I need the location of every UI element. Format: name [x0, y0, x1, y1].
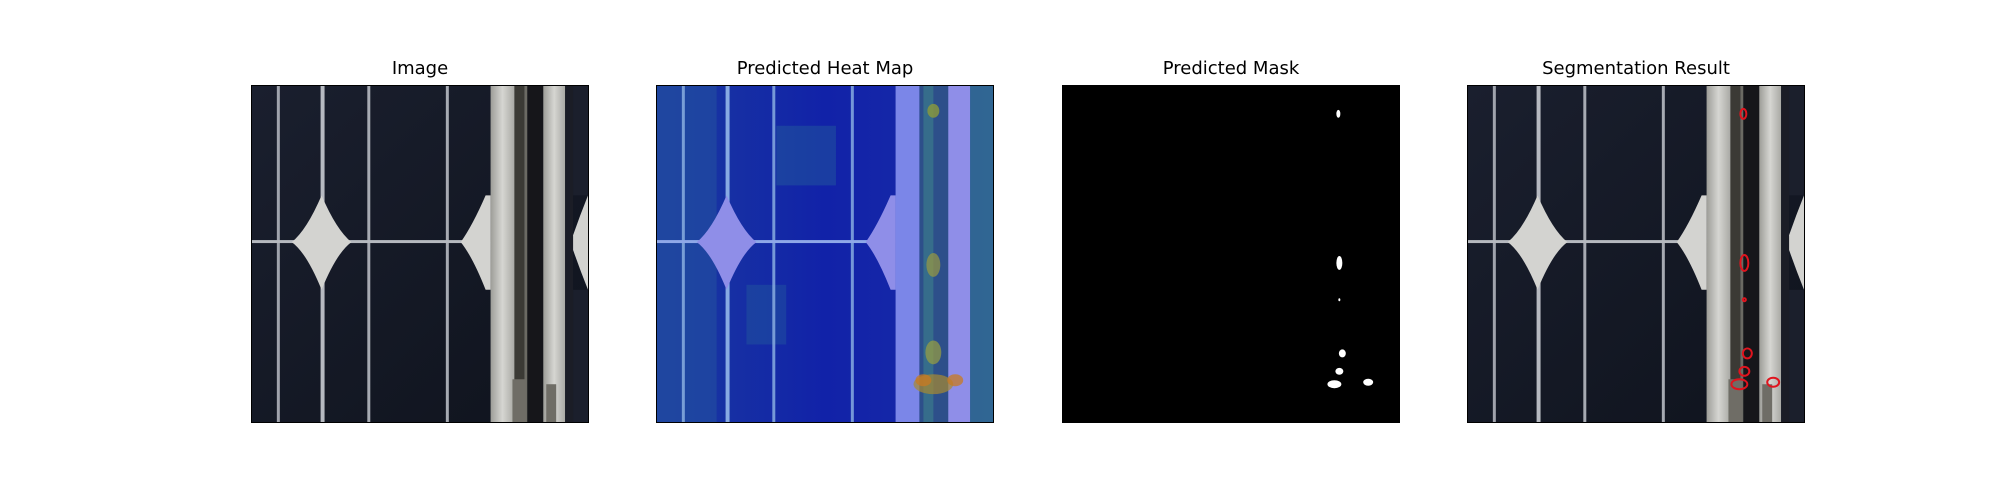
- panel-title-heatmap: Predicted Heat Map: [736, 58, 914, 79]
- panel-title-image: Image: [391, 58, 449, 79]
- panel-title-mask: Predicted Mask: [1162, 58, 1300, 79]
- solar-cell-image: [251, 85, 589, 423]
- predicted-heat-map: [656, 85, 994, 423]
- segmentation-panel: [1467, 85, 1805, 423]
- mask-panel: [1062, 85, 1400, 423]
- predicted-mask: [1062, 85, 1400, 423]
- heatmap-panel: [656, 85, 994, 423]
- image-panel: [251, 85, 589, 423]
- panel-title-segmentation: Segmentation Result: [1542, 58, 1730, 79]
- segmentation-result: [1467, 85, 1805, 423]
